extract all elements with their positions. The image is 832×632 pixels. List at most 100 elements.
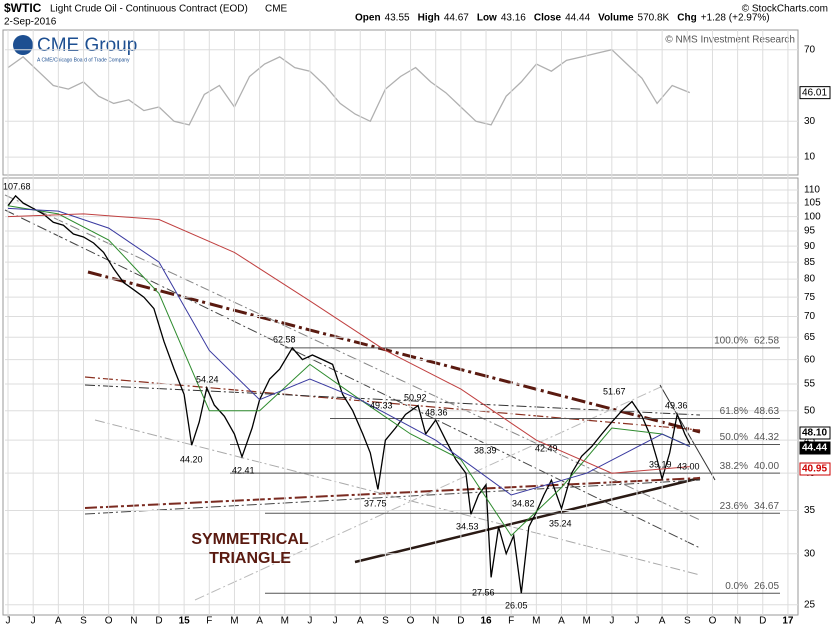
price-annotation: 44.20	[180, 454, 203, 464]
x-tick-label: N	[130, 616, 137, 627]
price-annotation: 35.24	[549, 518, 572, 528]
x-tick-label: D	[155, 616, 162, 627]
fib-pct: 23.6%	[720, 501, 748, 512]
price-annotation: 26.05	[505, 600, 528, 610]
fib-pct: 100.0%	[714, 336, 748, 347]
last-value: 44.44	[802, 443, 827, 454]
y-tick-label: 30	[804, 548, 816, 559]
moving-average	[7, 213, 690, 474]
price-panel	[2, 177, 799, 616]
last-value: 40.95	[802, 464, 827, 475]
y-tick-label: 110	[804, 185, 820, 196]
rsi-panel	[2, 29, 799, 176]
x-tick-label: F	[508, 616, 514, 627]
price-annotation: 107.68	[3, 181, 31, 191]
fib-value: 48.63	[754, 406, 779, 417]
x-tick-label: 17	[782, 616, 794, 627]
fib-value: 44.32	[754, 432, 779, 443]
fib-pct: 0.0%	[725, 581, 748, 592]
x-tick-label: A	[256, 616, 263, 627]
quote-label: Chg	[677, 13, 696, 24]
x-tick-label: M	[230, 616, 238, 627]
price-annotation: 38.39	[474, 445, 497, 455]
quote-value: 43.16	[501, 13, 526, 24]
x-tick-label: O	[709, 616, 717, 627]
y-tick-label: 85	[804, 257, 816, 268]
y-tick-label: 50	[804, 405, 816, 416]
date: 2-Sep-2016	[4, 17, 57, 28]
x-tick-label: J	[333, 616, 338, 627]
x-tick-label: N	[432, 616, 439, 627]
x-tick-label: D	[759, 616, 766, 627]
quote: Open 43.55 High 44.67 Low 43.16 Close 44.44 Volu…	[355, 13, 770, 24]
price-line	[7, 194, 691, 594]
fib-value: 26.05	[754, 581, 779, 592]
x-tick-label: N	[734, 616, 741, 627]
y-tick-label: 55	[804, 379, 816, 390]
last-value: 48.10	[802, 428, 827, 439]
price-annotation: 39.19	[649, 459, 672, 469]
x-tick-label: 16	[480, 616, 492, 627]
copyright: © StockCharts.com	[742, 4, 828, 15]
moving-average	[7, 207, 691, 496]
quote-value: 44.44	[565, 13, 590, 24]
y-tick-label: 80	[804, 274, 816, 285]
x-tick-label: 15	[179, 616, 191, 627]
y-tick-label: 25	[804, 599, 816, 610]
y-tick-label: 65	[804, 332, 816, 343]
fib-value: 40.00	[754, 461, 779, 472]
price-annotation: 37.75	[364, 498, 387, 508]
y-tick-label: 100	[804, 211, 821, 222]
y-tick-label: 10	[804, 152, 816, 163]
x-tick-label: S	[684, 616, 691, 627]
x-tick-label: J	[307, 616, 312, 627]
price-annotation: 34.82	[512, 498, 535, 508]
y-tick-label: 70	[804, 44, 816, 55]
instrument-name: Light Crude Oil - Continuous Contract (E…	[50, 4, 248, 15]
x-tick-label: F	[206, 616, 212, 627]
price-annotation: 49.36	[665, 400, 688, 410]
last-value: 46.01	[802, 87, 827, 98]
quote-value: 43.55	[385, 13, 410, 24]
logo: CME Group	[37, 35, 137, 56]
price-annotation: 42.41	[232, 465, 255, 475]
y-tick-label: 70	[804, 311, 816, 322]
exchange: CME	[265, 4, 288, 15]
x-tick-label: S	[80, 616, 87, 627]
y-tick-label: 35	[804, 505, 816, 516]
price-annotation: 27.56	[472, 587, 495, 597]
price-annotation: 42.49	[535, 443, 558, 453]
logo-icon	[13, 35, 33, 55]
x-tick-label: O	[407, 616, 415, 627]
quote-label: Low	[477, 13, 497, 24]
x-tick-label: A	[558, 616, 565, 627]
pattern-label: SYMMETRICAL	[191, 531, 309, 548]
x-tick-label: S	[382, 616, 389, 627]
pattern-label: TRIANGLE	[209, 550, 291, 567]
y-tick-label: 90	[804, 241, 816, 252]
price-annotation: 49.33	[370, 400, 393, 410]
x-tick-label: O	[105, 616, 113, 627]
fib-pct: 38.2%	[720, 461, 748, 472]
y-tick-label: 45	[804, 435, 816, 446]
price-annotation: 50.92	[404, 392, 427, 402]
price-annotation: 34.53	[456, 521, 479, 531]
x-tick-label: J	[31, 616, 36, 627]
fib-pct: 50.0%	[720, 432, 748, 443]
y-tick-label: 95	[804, 226, 816, 237]
credit: © NMS Investment Research	[665, 35, 795, 46]
moving-average	[7, 205, 691, 537]
x-tick-label: J	[634, 616, 639, 627]
price-line	[7, 48, 691, 126]
quote-value: +1.28 (+2.97%)	[701, 13, 770, 24]
fib-pct: 61.8%	[720, 406, 748, 417]
x-tick-label: M	[582, 616, 590, 627]
quote-value: 44.67	[444, 13, 469, 24]
symbol: $WTIC	[4, 1, 42, 15]
fib-value: 62.58	[754, 336, 779, 347]
y-tick-label: 75	[804, 292, 816, 303]
last-value-box	[799, 86, 831, 100]
quote-value: 570.8K	[638, 13, 670, 24]
